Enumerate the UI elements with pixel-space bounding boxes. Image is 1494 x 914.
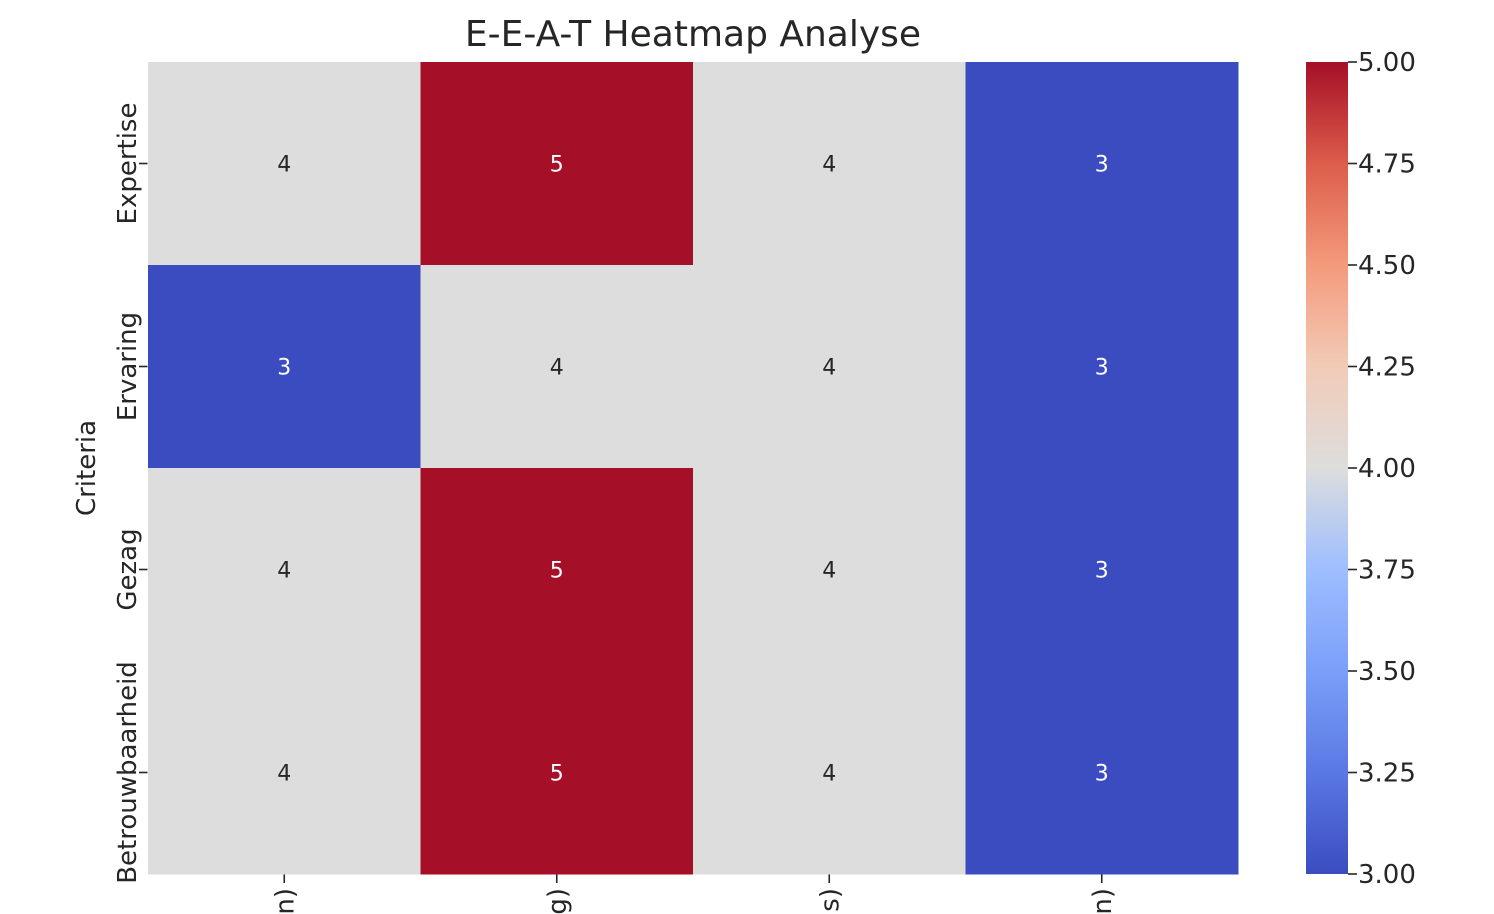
- y-axis: Expertise Ervaring Gezag Betrouwbaarheid: [113, 103, 148, 884]
- heatmap-cells: 4 5 4 3 3 4 4 3 4 5 4 3 4 5 4 3: [148, 62, 1239, 875]
- x-tick-label: g): [543, 888, 573, 914]
- y-tick-label: Gezag: [113, 528, 143, 610]
- cell-value-label: 4: [277, 153, 291, 178]
- cell-value-label: 4: [550, 356, 564, 381]
- heatmap-cell: [420, 62, 694, 266]
- colorbar-tick-label: 5.00: [1358, 48, 1416, 78]
- colorbar: [1306, 62, 1348, 874]
- cell-value-label: 4: [822, 153, 836, 178]
- cell-value-label: 3: [1095, 762, 1109, 787]
- heatmap-cell: [965, 468, 1239, 672]
- cell-value-label: 5: [550, 153, 564, 178]
- colorbar-axis: 3.00 3.25 3.50 3.75 4.00 4.25 4.50 4.75 5.00: [1348, 48, 1416, 890]
- cell-value-label: 5: [550, 762, 564, 787]
- x-axis: n) g) s) n): [270, 874, 1118, 914]
- heatmap-cell: [420, 468, 694, 672]
- heatmap-cell: [693, 62, 966, 266]
- heatmap-cell: [965, 265, 1239, 469]
- cell-value-label: 3: [277, 356, 291, 381]
- heatmap-cell: [420, 671, 694, 875]
- heatmap-cell: [965, 671, 1239, 875]
- heatmap-cell: [693, 468, 966, 672]
- cell-value-label: 3: [1095, 559, 1109, 584]
- y-axis-label: Criteria: [72, 420, 102, 516]
- x-tick-label: n): [270, 888, 300, 914]
- heatmap-cell: [965, 62, 1239, 266]
- chart-title: E-E-A-T Heatmap Analyse: [465, 14, 921, 55]
- cell-value-label: 3: [1095, 153, 1109, 178]
- heatmap-cell: [693, 671, 966, 875]
- colorbar-tick-label: 3.75: [1358, 556, 1416, 586]
- cell-value-label: 4: [277, 559, 291, 584]
- colorbar-tick-label: 4.25: [1358, 353, 1416, 383]
- colorbar-tick-label: 4.75: [1358, 150, 1416, 180]
- cell-value-label: 3: [1095, 356, 1109, 381]
- x-tick-label: n): [1088, 888, 1118, 914]
- y-tick-label: Expertise: [113, 103, 143, 225]
- cell-value-label: 4: [822, 559, 836, 584]
- colorbar-tick-label: 3.25: [1358, 759, 1416, 789]
- cell-value-label: 4: [822, 762, 836, 787]
- x-tick-label: s): [815, 888, 845, 912]
- heatmap-cell: [148, 62, 421, 266]
- colorbar-tick-label: 3.50: [1358, 657, 1416, 687]
- y-tick-label: Betrouwbaarheid: [113, 661, 143, 884]
- cell-value-label: 4: [822, 356, 836, 381]
- heatmap-cell: [693, 265, 966, 469]
- colorbar-tick-label: 4.50: [1358, 251, 1416, 281]
- y-tick-label: Ervaring: [113, 312, 143, 421]
- cell-value-label: 5: [550, 559, 564, 584]
- heatmap-cell: [148, 265, 421, 469]
- colorbar-tick-label: 4.00: [1358, 454, 1416, 484]
- colorbar-tick-label: 3.00: [1358, 860, 1416, 890]
- cell-value-label: 4: [277, 762, 291, 787]
- heatmap-cell: [420, 265, 694, 469]
- heatmap-cell: [148, 671, 421, 875]
- heatmap-cell: [148, 468, 421, 672]
